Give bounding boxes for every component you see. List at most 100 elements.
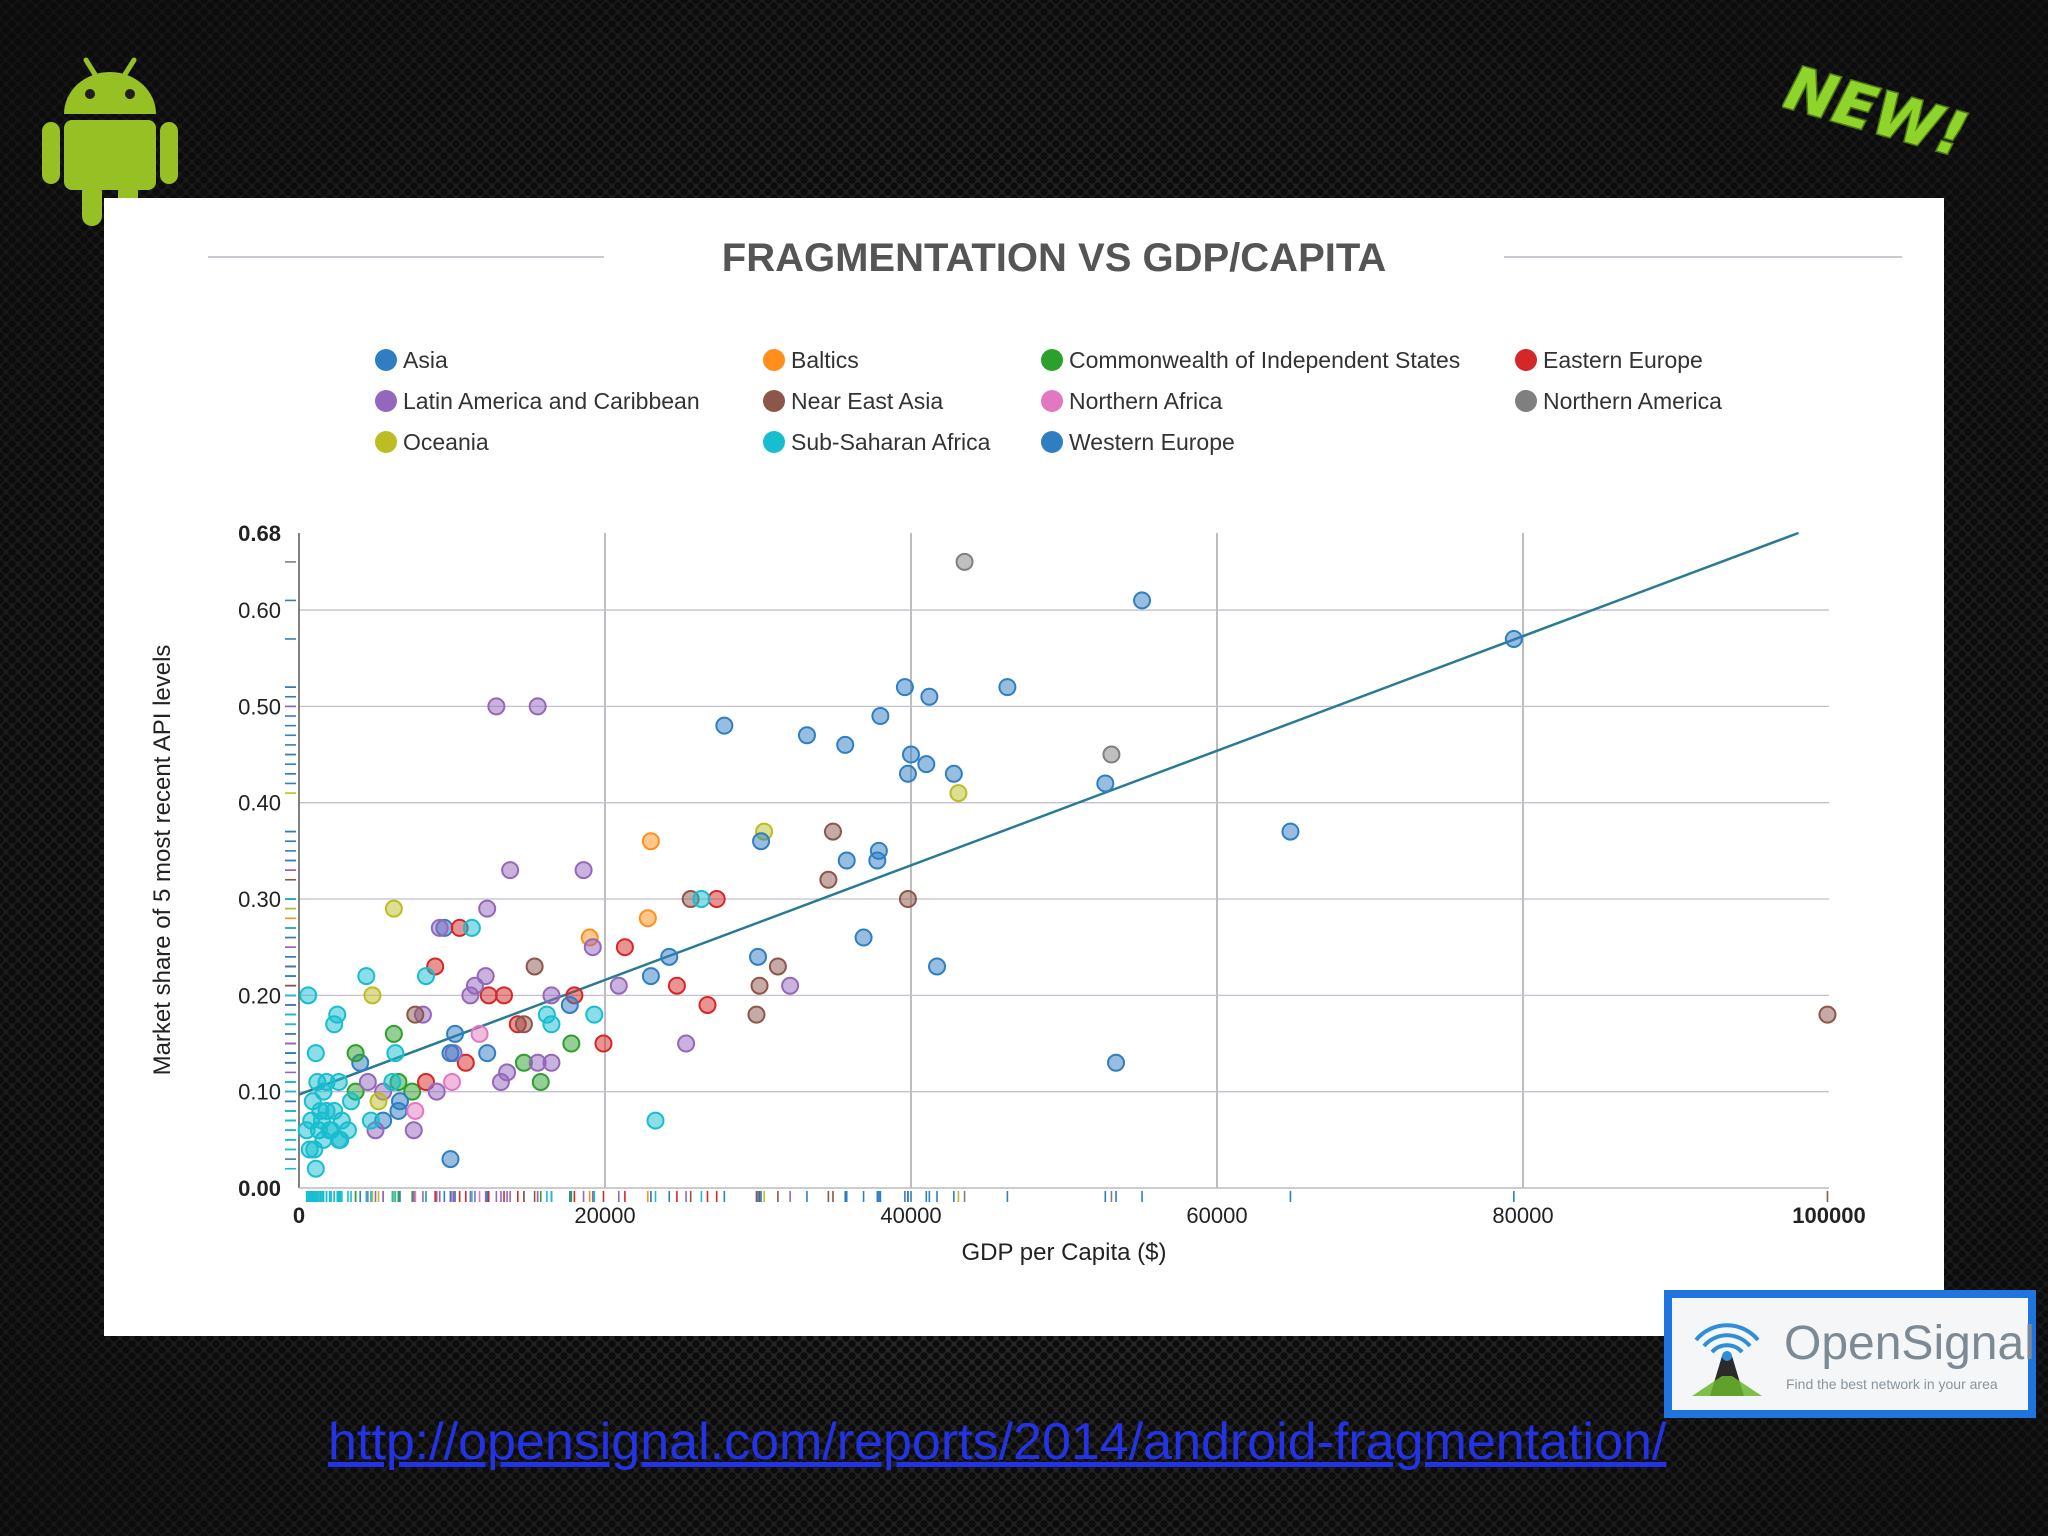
source-link[interactable]: http://opensignal.com/reports/2014/andro… — [328, 1413, 1667, 1471]
legend-item: Oceania — [375, 429, 489, 455]
data-point — [479, 986, 498, 1005]
data-point — [427, 1082, 446, 1101]
data-point — [331, 1130, 350, 1149]
axis-rug — [285, 561, 1829, 1202]
data-point — [363, 986, 382, 1005]
legend-label: Northern Africa — [1069, 388, 1223, 414]
legend-label: Near East Asia — [791, 388, 943, 414]
legend-swatch — [1041, 390, 1063, 412]
data-point — [660, 947, 679, 966]
legend-swatch — [375, 431, 397, 453]
x-tick-label: 60000 — [1186, 1203, 1247, 1228]
data-point — [1133, 591, 1152, 610]
legend-label: Commonwealth of Independent States — [1069, 347, 1460, 373]
data-point — [998, 678, 1017, 697]
data-point — [677, 1034, 696, 1053]
data-point — [443, 1073, 461, 1092]
data-point — [386, 1044, 405, 1063]
data-point — [868, 851, 887, 870]
data-point — [560, 995, 579, 1014]
opensignal-logo: OpenSignal Find the best network in your… — [1664, 1290, 2036, 1418]
x-tick-label: 40000 — [880, 1203, 941, 1228]
data-point — [300, 1140, 319, 1159]
data-point — [456, 1053, 475, 1072]
new-badge-text: NEW! — [1782, 54, 1972, 171]
legend-label: Baltics — [791, 347, 859, 373]
data-point — [1818, 1005, 1837, 1024]
data-point — [898, 890, 917, 909]
data-point — [306, 1044, 325, 1063]
x-tick-label: 80000 — [1492, 1203, 1553, 1228]
legend-swatch — [1041, 349, 1063, 371]
y-tick-label: 0.10 — [238, 1080, 281, 1105]
data-point — [615, 938, 634, 957]
data-point — [707, 890, 726, 909]
data-point — [383, 1073, 402, 1092]
data-point — [306, 1159, 325, 1178]
legend-label: Eastern Europe — [1543, 347, 1703, 373]
data-point — [430, 918, 449, 937]
data-point — [646, 1111, 665, 1130]
legend-item: Asia — [375, 347, 448, 373]
data-point — [528, 697, 547, 716]
data-point — [299, 986, 318, 1005]
legend-swatch — [763, 390, 785, 412]
data-point — [895, 678, 914, 697]
y-tick-label: 0.20 — [238, 983, 281, 1008]
data-point — [944, 764, 963, 783]
data-point — [667, 976, 686, 995]
data-point — [314, 1082, 333, 1101]
opensignal-tagline: Find the best network in your area — [1786, 1376, 1998, 1392]
chart-axes: 0 20000 40000 60000 80000 100000 0.00 0.10 0.20 0… — [238, 521, 1866, 1228]
data-point — [692, 890, 711, 909]
data-point — [542, 1015, 561, 1034]
legend-label: Oceania — [403, 429, 489, 455]
new-badge-icon: NEW! — [1782, 54, 1972, 173]
data-point — [361, 1111, 380, 1130]
data-point — [542, 986, 561, 1005]
x-tick-label: 100000 — [1792, 1203, 1865, 1228]
legend-label: Asia — [403, 347, 448, 373]
x-tick-label: 0 — [293, 1203, 305, 1228]
x-axis-label: GDP per Capita ($) — [962, 1239, 1167, 1266]
data-point — [902, 745, 920, 764]
data-point — [949, 784, 968, 803]
chart-grid — [299, 533, 1829, 1188]
chart-title: FRAGMENTATION VS GDP/CAPITA — [722, 236, 1386, 280]
data-point — [501, 861, 520, 880]
data-point — [346, 1044, 365, 1063]
data-point — [384, 1024, 403, 1043]
legend-swatch — [763, 349, 785, 371]
y-tick-label: 0.50 — [238, 694, 281, 719]
x-tick-label: 20000 — [574, 1203, 635, 1228]
data-point — [325, 1015, 344, 1034]
chart-panel: FRAGMENTATION VS GDP/CAPITA Asia Baltics C… — [104, 198, 1944, 1336]
data-point — [525, 957, 544, 976]
data-point — [955, 552, 974, 571]
data-point — [698, 995, 717, 1014]
data-point — [406, 1101, 425, 1120]
android-logo-icon — [42, 57, 178, 226]
data-point — [917, 755, 936, 774]
data-point — [609, 976, 628, 995]
legend-item: Latin America and Caribbean — [375, 388, 700, 414]
data-point — [752, 832, 771, 851]
data-point — [583, 938, 602, 957]
data-points — [297, 552, 1837, 1178]
data-point — [329, 1073, 348, 1092]
legend-label: Northern America — [1543, 388, 1722, 414]
legend-item: Northern Africa — [1041, 388, 1223, 414]
data-point — [823, 822, 842, 841]
data-point — [836, 735, 855, 754]
legend-item: Western Europe — [1041, 429, 1235, 455]
data-point — [441, 1150, 460, 1169]
scatter-chart: FRAGMENTATION VS GDP/CAPITA Asia Baltics C… — [149, 236, 1902, 1266]
data-point — [478, 1044, 497, 1063]
legend-item: Commonwealth of Independent States — [1041, 347, 1460, 373]
trend-line — [298, 531, 1799, 1096]
data-point — [406, 1005, 425, 1024]
data-point — [781, 976, 800, 995]
data-point — [1504, 629, 1523, 648]
data-point — [531, 1073, 550, 1092]
data-point — [369, 1092, 388, 1111]
